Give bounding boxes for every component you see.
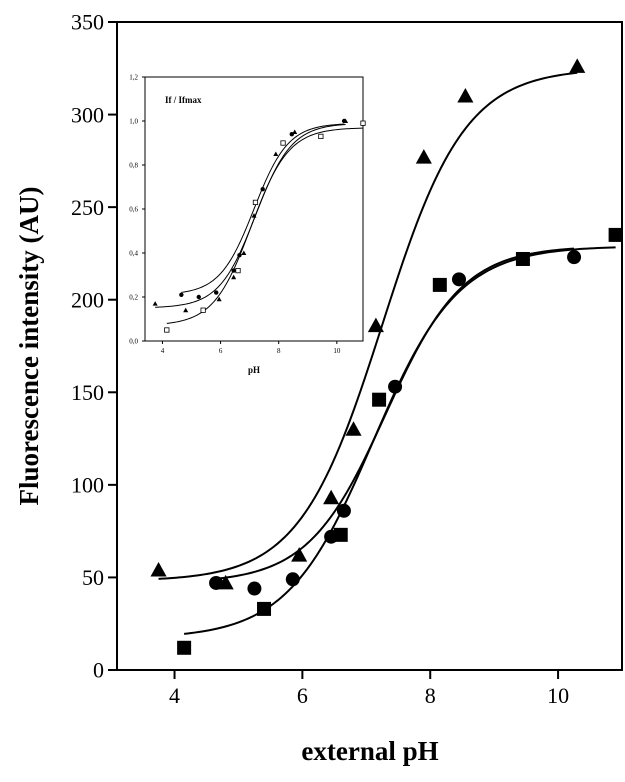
inset-y-tick-label: 1,2 bbox=[129, 73, 138, 81]
inset-point-square bbox=[235, 267, 241, 274]
inset-fit-curve-square bbox=[166, 127, 364, 324]
main-point-square bbox=[432, 277, 447, 292]
main-point-square bbox=[333, 527, 348, 542]
main-point-square bbox=[257, 601, 272, 616]
main-x-axis-label: external pH bbox=[301, 736, 438, 766]
main-fit-curve-triangle bbox=[158, 71, 578, 580]
main-y-tick-label: 200 bbox=[71, 287, 104, 312]
main-point-triangle bbox=[569, 58, 586, 73]
main-point-circle bbox=[388, 379, 403, 394]
main-x-ticks: 4 6 8 10 bbox=[169, 670, 569, 708]
main-plot-frame bbox=[116, 21, 623, 671]
inset-y-tick-label: 1,0 bbox=[129, 117, 138, 125]
main-point-triangle bbox=[323, 489, 340, 505]
main-point-square bbox=[515, 251, 530, 266]
main-point-circle bbox=[451, 272, 466, 287]
inset-point-triangle bbox=[216, 296, 222, 302]
inset-point-triangle bbox=[241, 250, 247, 256]
main-point-circle bbox=[209, 575, 224, 590]
inset-point-circle bbox=[341, 118, 347, 124]
inset-point-circle bbox=[237, 253, 242, 258]
main-point-triangle bbox=[415, 149, 432, 164]
inset-point-square bbox=[200, 307, 206, 313]
inset-plot: 4 6 8 10 0,0 0,2 0,4 0,6 0,8 1,0 1,2 If / Ifmax p… bbox=[129, 73, 366, 375]
inset-point-triangle bbox=[231, 274, 237, 280]
inset-point-square bbox=[280, 140, 286, 146]
main-point-triangle bbox=[291, 547, 308, 562]
main-data-points bbox=[150, 58, 623, 655]
main-point-square bbox=[372, 392, 387, 407]
main-y-ticks: 0 50 100 150 200 250 300 350 bbox=[71, 10, 117, 683]
inset-point-circle bbox=[196, 294, 201, 300]
main-y-tick-label: 150 bbox=[71, 380, 104, 405]
main-x-tick-label: 8 bbox=[425, 683, 436, 708]
inset-point-circle bbox=[289, 132, 294, 137]
inset-point-square bbox=[318, 133, 324, 139]
inset-point-circle bbox=[231, 268, 236, 273]
main-y-tick-label: 100 bbox=[71, 473, 104, 498]
main-point-triangle bbox=[367, 317, 384, 333]
inset-y-tick-label: 0,6 bbox=[129, 205, 138, 213]
main-point-triangle bbox=[345, 421, 362, 436]
inset-point-circle bbox=[260, 187, 265, 192]
inset-x-tick-label: 10 bbox=[333, 347, 341, 355]
inset-y-tick-label: 0,8 bbox=[129, 161, 138, 169]
inset-point-triangle bbox=[273, 151, 279, 157]
inset-point-square bbox=[252, 199, 259, 205]
inset-x-tick-label: 6 bbox=[219, 347, 223, 355]
main-y-tick-label: 250 bbox=[71, 195, 104, 220]
inset-point-triangle bbox=[152, 301, 158, 306]
inset-point-triangle bbox=[251, 213, 257, 218]
main-x-tick-label: 6 bbox=[297, 683, 308, 708]
inset-y-ticks: 0,0 0,2 0,4 0,6 0,8 1,0 1,2 bbox=[129, 73, 145, 345]
main-point-square bbox=[608, 227, 623, 242]
inset-x-tick-label: 8 bbox=[277, 347, 281, 355]
main-y-tick-label: 350 bbox=[71, 10, 104, 35]
inset-y-tick-label: 0,0 bbox=[129, 337, 138, 345]
inset-point-square bbox=[360, 120, 366, 126]
main-point-circle bbox=[567, 250, 582, 265]
inset-point-triangle bbox=[183, 307, 189, 313]
main-point-square bbox=[177, 640, 192, 655]
inset-point-circle bbox=[179, 292, 184, 297]
inset-y-tick-label: 0,4 bbox=[129, 249, 138, 257]
main-point-triangle bbox=[457, 88, 474, 103]
main-y-tick-label: 300 bbox=[71, 102, 104, 127]
main-y-axis-label: Fluorescence intensity (AU) bbox=[14, 187, 44, 506]
inset-x-ticks: 4 6 8 10 bbox=[161, 341, 341, 355]
inset-data-points bbox=[152, 118, 366, 333]
inset-x-tick-label: 4 bbox=[161, 347, 165, 355]
inset-point-square bbox=[164, 327, 170, 333]
inset-title: If / Ifmax bbox=[165, 95, 202, 105]
main-point-circle bbox=[247, 581, 262, 596]
inset-x-axis-label: pH bbox=[248, 365, 260, 375]
main-y-tick-label: 50 bbox=[82, 565, 104, 590]
main-y-tick-label: 0 bbox=[93, 658, 104, 683]
main-x-tick-label: 10 bbox=[547, 683, 569, 708]
inset-y-tick-label: 0,2 bbox=[129, 293, 138, 301]
main-point-circle bbox=[285, 572, 300, 587]
main-x-tick-label: 4 bbox=[169, 683, 180, 708]
inset-point-circle bbox=[214, 290, 219, 295]
main-point-circle bbox=[336, 503, 351, 518]
main-point-triangle bbox=[150, 561, 167, 577]
